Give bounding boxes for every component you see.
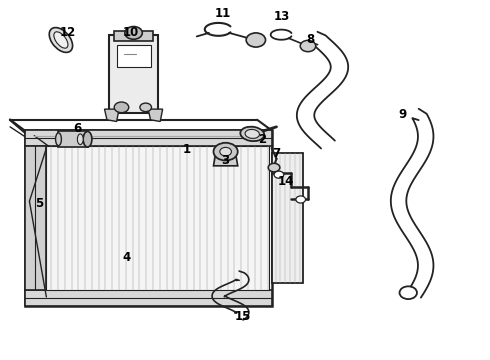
Text: 1: 1 (183, 143, 191, 156)
Ellipse shape (49, 28, 73, 53)
Text: 7: 7 (272, 147, 281, 160)
Circle shape (140, 103, 151, 112)
Text: 3: 3 (221, 154, 230, 167)
Text: 4: 4 (122, 252, 130, 265)
Circle shape (214, 143, 238, 161)
Circle shape (114, 102, 129, 113)
Polygon shape (214, 152, 238, 166)
Polygon shape (104, 109, 119, 122)
Text: 13: 13 (273, 10, 290, 23)
Polygon shape (148, 109, 163, 122)
Ellipse shape (83, 131, 92, 147)
Text: 8: 8 (306, 33, 315, 46)
Polygon shape (24, 290, 271, 306)
Circle shape (296, 196, 306, 203)
Text: 6: 6 (74, 122, 82, 135)
Polygon shape (109, 35, 158, 113)
Polygon shape (47, 146, 269, 290)
Circle shape (274, 171, 284, 178)
Polygon shape (117, 45, 150, 67)
Text: 14: 14 (278, 175, 294, 188)
Polygon shape (114, 31, 153, 41)
Polygon shape (271, 153, 303, 283)
Circle shape (125, 27, 142, 39)
Text: 9: 9 (398, 108, 407, 121)
Text: 2: 2 (258, 133, 266, 146)
Polygon shape (24, 146, 47, 290)
Text: 11: 11 (215, 7, 231, 20)
Text: 15: 15 (234, 310, 251, 323)
Polygon shape (24, 130, 271, 146)
Text: 12: 12 (60, 26, 76, 39)
Ellipse shape (77, 134, 83, 145)
Circle shape (300, 40, 316, 52)
Circle shape (399, 286, 417, 299)
Ellipse shape (245, 130, 260, 138)
Circle shape (246, 33, 266, 47)
Circle shape (220, 147, 231, 156)
Text: 10: 10 (123, 26, 139, 39)
Ellipse shape (240, 127, 264, 141)
Circle shape (268, 163, 280, 172)
Polygon shape (58, 131, 88, 147)
Ellipse shape (54, 32, 68, 48)
Polygon shape (24, 130, 271, 306)
Ellipse shape (55, 133, 61, 145)
Text: 5: 5 (35, 197, 43, 210)
